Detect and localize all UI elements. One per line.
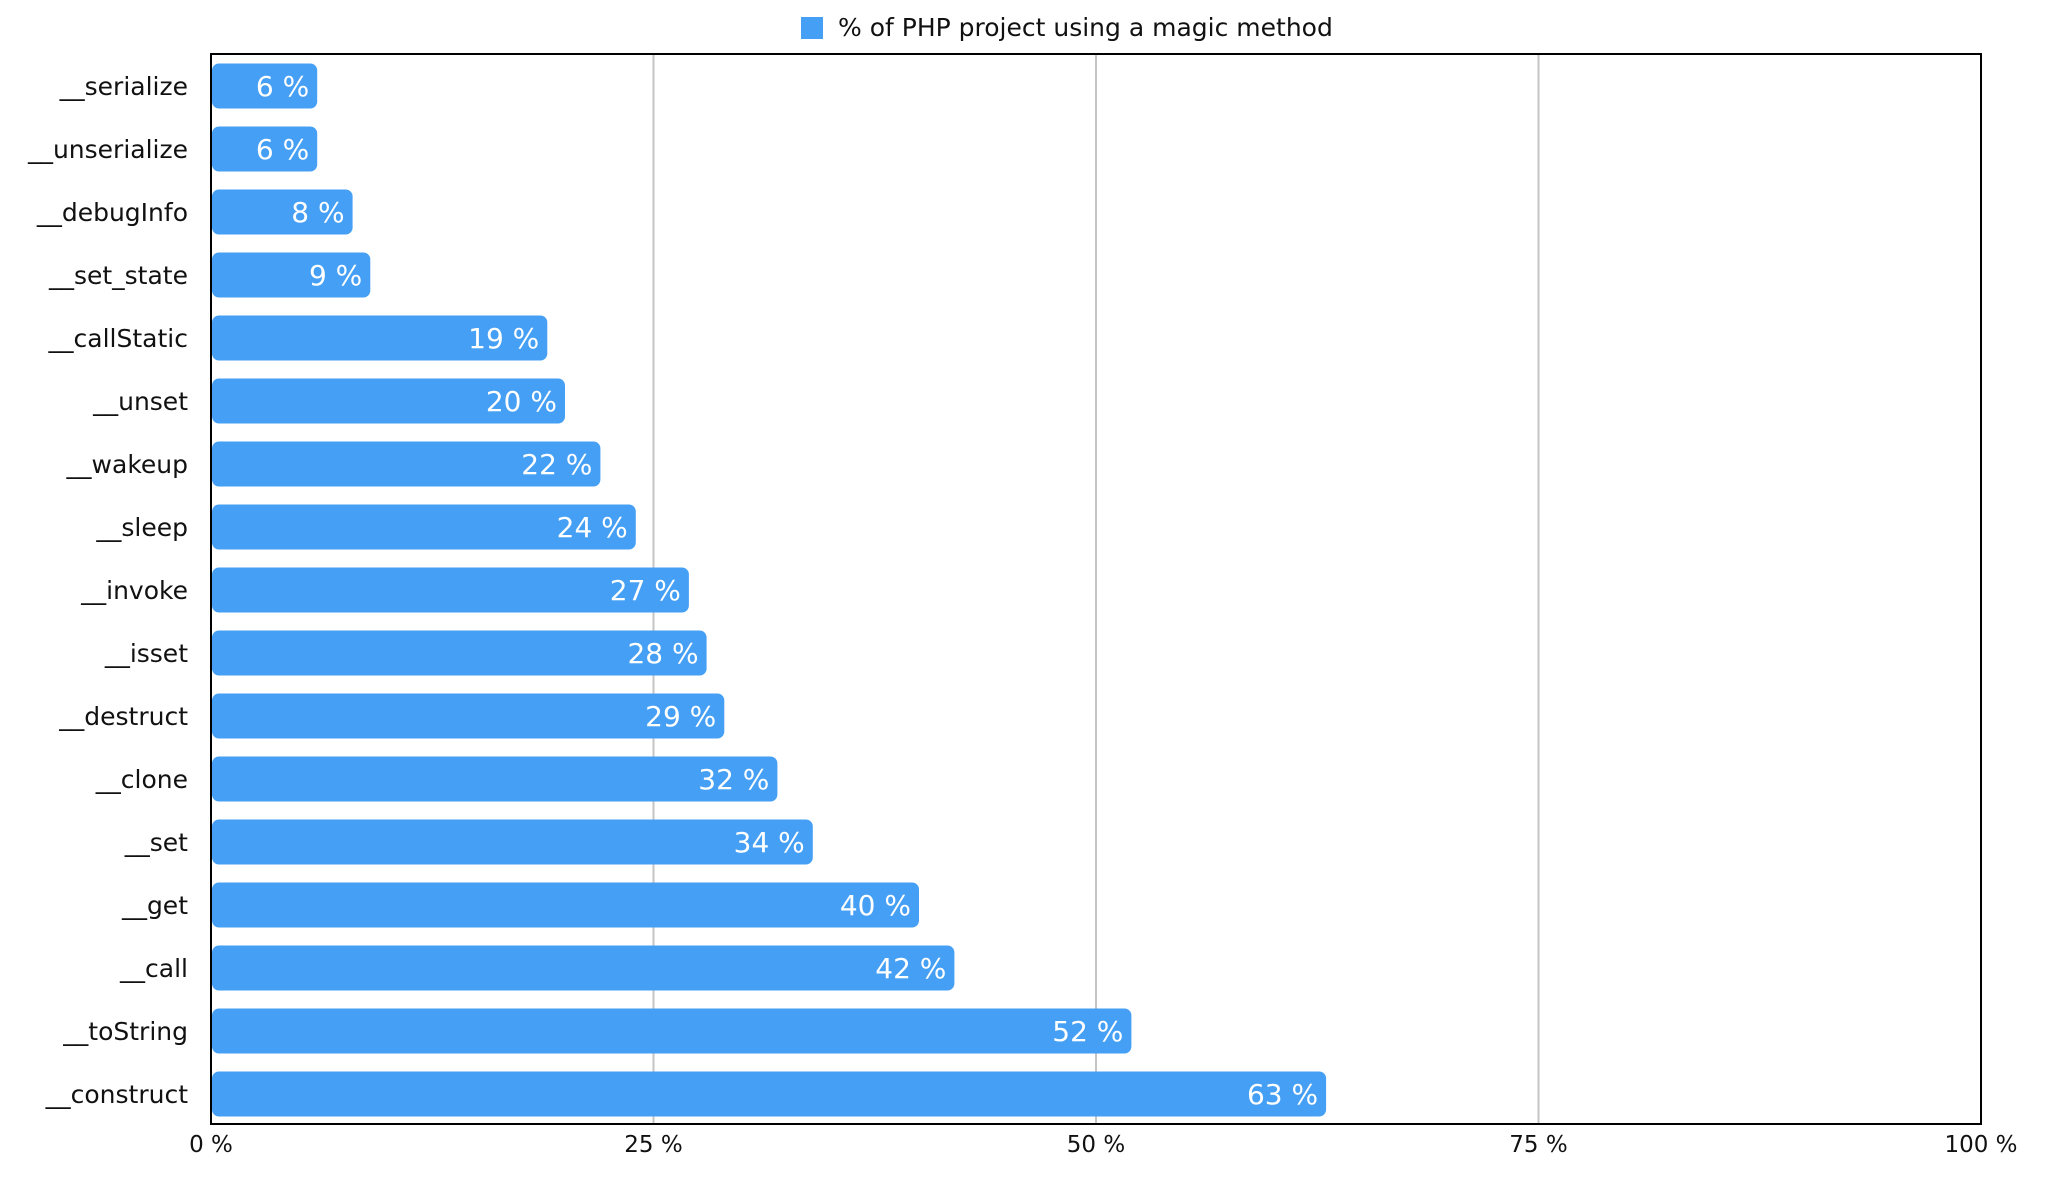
bar bbox=[212, 819, 813, 865]
category-label: __wakeup bbox=[66, 450, 188, 479]
category-label: __get bbox=[121, 891, 188, 920]
bar-value-label: 19 % bbox=[468, 322, 539, 355]
x-axis-ticks: 0 % 25 % 50 % 75 % 100 % bbox=[189, 1132, 2017, 1158]
category-label: __clone bbox=[95, 765, 188, 794]
bar-value-label: 63 % bbox=[1247, 1078, 1318, 1111]
category-label: __debugInfo bbox=[36, 198, 188, 227]
bar-value-label: 27 % bbox=[610, 574, 681, 607]
x-tick-label: 100 % bbox=[1944, 1132, 2017, 1158]
legend-label: % of PHP project using a magic method bbox=[838, 13, 1333, 42]
category-label: __callStatic bbox=[48, 324, 188, 353]
bar bbox=[212, 630, 707, 676]
x-tick-label: 50 % bbox=[1067, 1132, 1125, 1158]
category-label: __invoke bbox=[80, 576, 188, 605]
category-label: __call bbox=[119, 954, 188, 983]
plot-frame bbox=[210, 53, 1982, 1125]
bar bbox=[212, 693, 725, 739]
bar bbox=[212, 315, 548, 361]
bars: 6 % 6 % 8 % 9 % 19 % 20 % 22 % 24 % 27 % 28 % 29 %… bbox=[212, 63, 1327, 1117]
category-label: __set_state bbox=[48, 261, 188, 290]
bar bbox=[212, 756, 778, 802]
category-label: __toString bbox=[62, 1017, 188, 1046]
bar-value-label: 6 % bbox=[256, 70, 309, 103]
category-label: __sleep bbox=[95, 513, 188, 542]
category-label: __unserialize bbox=[27, 135, 188, 164]
bar-value-label: 9 % bbox=[309, 259, 362, 292]
bar bbox=[212, 126, 318, 172]
bar-value-label: 29 % bbox=[645, 700, 716, 733]
bar bbox=[212, 441, 601, 487]
x-tick-label: 0 % bbox=[189, 1132, 233, 1158]
category-label: __construct bbox=[45, 1080, 189, 1109]
bar-value-label: 20 % bbox=[486, 385, 557, 418]
bar-value-label: 22 % bbox=[521, 448, 592, 481]
bar bbox=[212, 378, 565, 424]
bar bbox=[212, 567, 689, 613]
bar bbox=[212, 189, 353, 235]
bar-value-label: 34 % bbox=[734, 826, 805, 859]
category-labels: __serialize __unserialize __debugInfo __set… bbox=[27, 72, 188, 1109]
x-tick-label: 75 % bbox=[1509, 1132, 1567, 1158]
bar-value-label: 24 % bbox=[557, 511, 628, 544]
bar-value-label: 28 % bbox=[627, 637, 698, 670]
category-label: __destruct bbox=[58, 702, 188, 731]
bar-value-label: 8 % bbox=[291, 196, 344, 229]
category-label: __set bbox=[124, 828, 188, 857]
bar-value-label: 32 % bbox=[698, 763, 769, 796]
category-label: __serialize bbox=[59, 72, 188, 101]
bar bbox=[212, 1071, 1327, 1117]
bar-value-label: 42 % bbox=[875, 952, 946, 985]
legend-swatch bbox=[801, 17, 823, 39]
category-label: __isset bbox=[104, 639, 188, 668]
bar bbox=[212, 63, 318, 109]
bar bbox=[212, 882, 919, 928]
x-tick-label: 25 % bbox=[624, 1132, 682, 1158]
bar bbox=[212, 504, 636, 550]
bar bbox=[212, 1008, 1132, 1054]
bar-value-label: 40 % bbox=[840, 889, 911, 922]
bar bbox=[212, 252, 371, 298]
bar bbox=[212, 945, 955, 991]
bar-value-label: 52 % bbox=[1052, 1015, 1123, 1048]
legend: % of PHP project using a magic method bbox=[801, 13, 1333, 42]
category-label: __unset bbox=[92, 387, 188, 416]
bar-value-label: 6 % bbox=[256, 133, 309, 166]
